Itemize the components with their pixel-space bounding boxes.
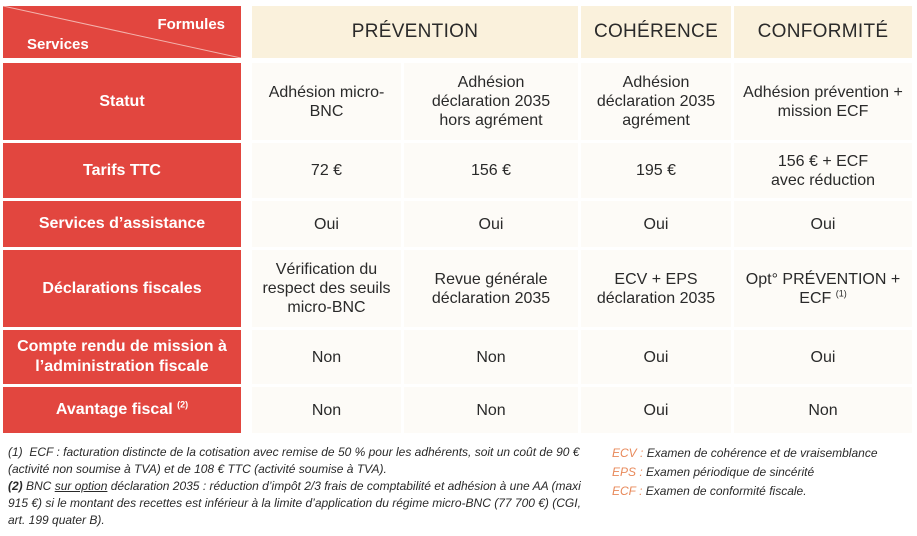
tarif-cell: 156 € xyxy=(404,143,578,198)
footnote-2: (2) BNC sur option déclaration 2035 : ré… xyxy=(8,479,581,527)
tarif-cell: 195 € xyxy=(581,143,731,198)
statut-cell: Adhésion déclaration 2035 hors agrément xyxy=(404,63,578,140)
row-label-compte-rendu: Compte rendu de mission à l’administrati… xyxy=(3,330,241,384)
compte-rendu-cell: Oui xyxy=(734,330,912,384)
declarations-cell: ECV + EPS déclaration 2035 xyxy=(581,250,731,327)
footnote-ref-2: (2) xyxy=(177,399,189,410)
row-label-assistance: Services d’assistance xyxy=(3,201,241,247)
assistance-cell: Oui xyxy=(404,201,578,247)
declarations-cell: Opt° PRÉVENTION + ECF (1) xyxy=(734,250,912,327)
assistance-cell: Oui xyxy=(581,201,731,247)
row-label-tarifs: Tarifs TTC xyxy=(3,143,241,198)
statut-cell: Adhésion micro-BNC xyxy=(252,63,401,140)
corner-services-label: Services xyxy=(27,36,89,53)
glossary: ECV : Examen de cohérence et de vraisemb… xyxy=(612,444,912,501)
offers-table: Formules Services PRÉVENTION COHÉRENCE C… xyxy=(3,6,912,433)
compte-rendu-cell: Non xyxy=(252,330,401,384)
row-label-declarations: Déclarations fiscales xyxy=(3,250,241,327)
declarations-cell: Revue générale déclaration 2035 xyxy=(404,250,578,327)
glossary-item: ECV : Examen de cohérence et de vraisemb… xyxy=(612,446,878,460)
column-header-coherence: COHÉRENCE xyxy=(581,6,731,58)
footnote-ref-1: (1) xyxy=(835,288,847,299)
tarif-cell: 72 € xyxy=(252,143,401,198)
assistance-cell: Oui xyxy=(252,201,401,247)
avantage-cell: Non xyxy=(252,387,401,433)
corner-formules-label: Formules xyxy=(157,16,225,33)
footnote-1: (1) ECF : facturation distincte de la co… xyxy=(8,445,580,476)
statut-cell: Adhésion prévention + mission ECF xyxy=(734,63,912,140)
table-corner-header: Formules Services xyxy=(3,6,241,58)
declarations-cell: Vérification du respect des seuils micro… xyxy=(252,250,401,327)
glossary-item: EPS : Examen périodique de sincérité xyxy=(612,465,815,479)
compte-rendu-cell: Non xyxy=(404,330,578,384)
avantage-cell: Oui xyxy=(581,387,731,433)
glossary-item: ECF : Examen de conformité fiscale. xyxy=(612,484,807,498)
column-header-conformite: CONFORMITÉ xyxy=(734,6,912,58)
diagonal-divider xyxy=(3,6,241,58)
footnotes: (1) ECF : facturation distincte de la co… xyxy=(8,444,588,529)
assistance-cell: Oui xyxy=(734,201,912,247)
column-header-prevention: PRÉVENTION xyxy=(252,6,578,58)
avantage-cell: Non xyxy=(734,387,912,433)
row-label-statut: Statut xyxy=(3,63,241,140)
statut-cell: Adhésion déclaration 2035 agrément xyxy=(581,63,731,140)
row-label-avantage: Avantage fiscal (2) xyxy=(3,387,241,433)
compte-rendu-cell: Oui xyxy=(581,330,731,384)
avantage-cell: Non xyxy=(404,387,578,433)
tarif-cell: 156 € + ECF avec réduction xyxy=(734,143,912,198)
